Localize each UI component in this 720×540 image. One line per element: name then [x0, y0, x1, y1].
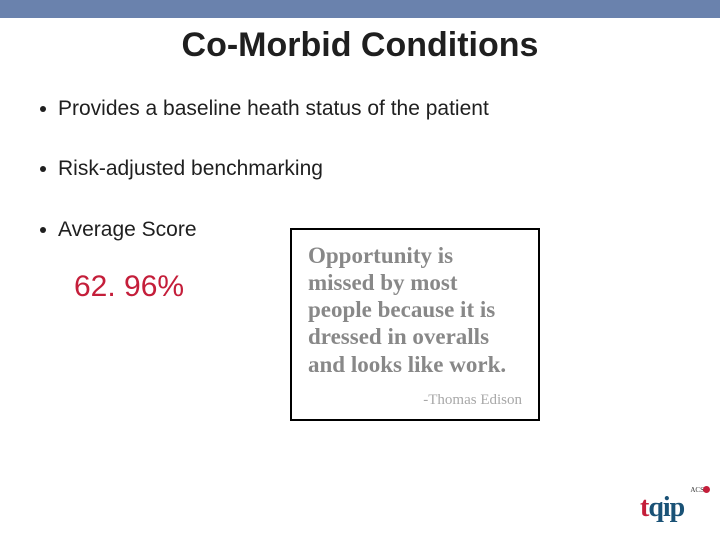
quote-attribution: -Thomas Edison	[308, 392, 522, 409]
quote-box: Opportunity is missed by most people bec…	[290, 228, 540, 421]
bullet-text: Average Score	[58, 217, 197, 243]
logo-top-label: ACS	[690, 486, 704, 494]
quote-text: Opportunity is missed by most people bec…	[308, 242, 522, 378]
bullet-text: Risk-adjusted benchmarking	[58, 156, 323, 182]
bullet-text: Provides a baseline heath status of the …	[58, 96, 489, 122]
list-item: Provides a baseline heath status of the …	[40, 96, 680, 122]
slide-title: Co-Morbid Conditions	[0, 26, 720, 65]
logo-main-text: tqip	[640, 492, 684, 524]
list-item: Risk-adjusted benchmarking	[40, 156, 680, 182]
top-accent-bar	[0, 0, 720, 18]
slide: Co-Morbid Conditions Provides a baseline…	[0, 0, 720, 540]
bullet-dot-icon	[40, 106, 46, 112]
logo-letters-qip: qip	[648, 492, 684, 523]
average-score-value: 62. 96%	[74, 270, 184, 304]
tqip-logo: ACS tqip	[640, 486, 706, 530]
logo-dot-icon	[703, 486, 710, 493]
bullet-dot-icon	[40, 227, 46, 233]
bullet-dot-icon	[40, 166, 46, 172]
